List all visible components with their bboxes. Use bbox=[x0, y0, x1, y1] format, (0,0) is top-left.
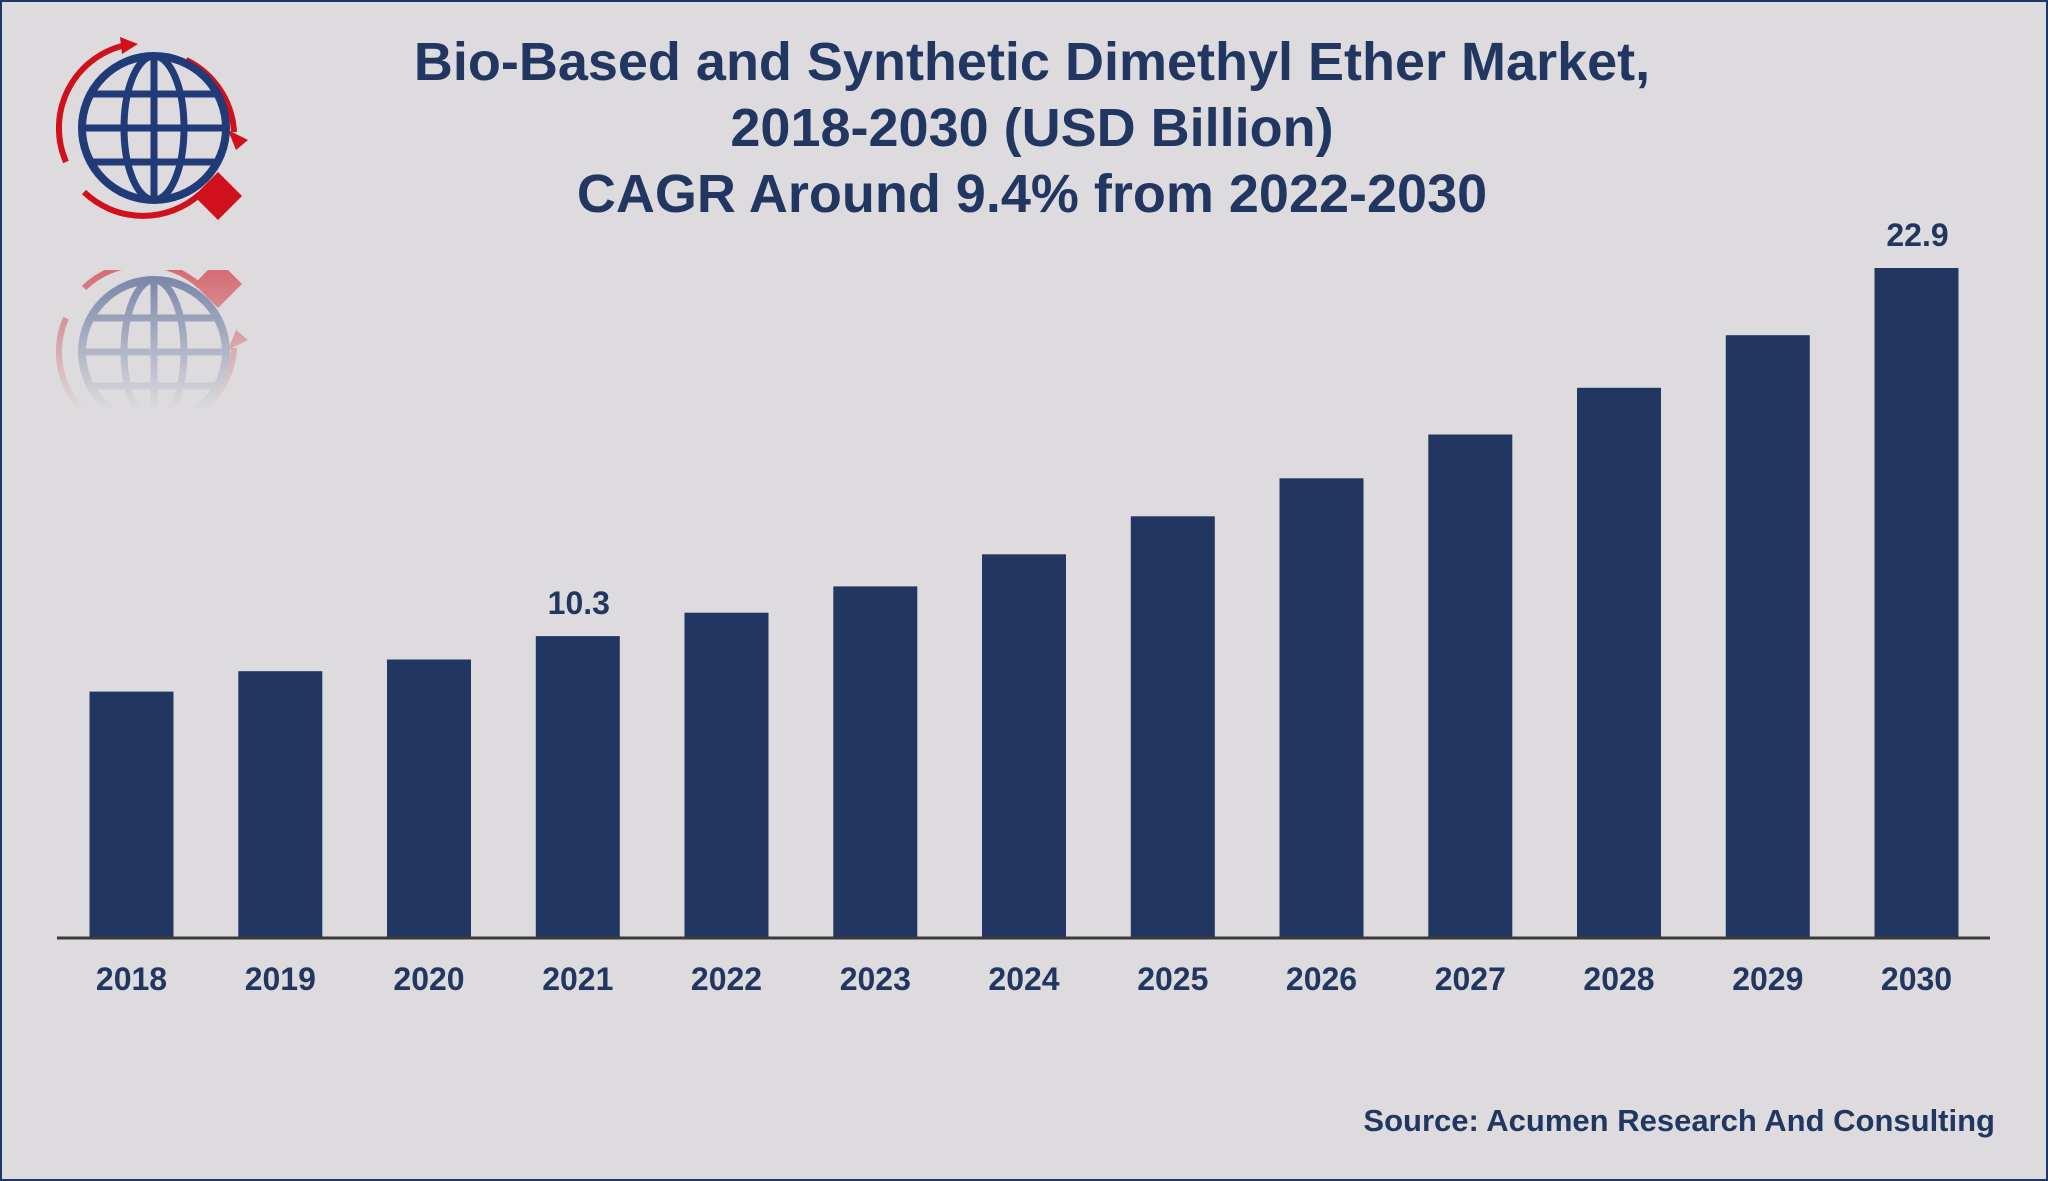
globe-logo-reflection-icon bbox=[59, 260, 248, 443]
chart-cagr: CAGR Around 9.4% from 2022-2030 bbox=[577, 164, 1487, 224]
x-tick-label-2027: 2027 bbox=[1435, 961, 1506, 997]
x-tick-label-2030: 2030 bbox=[1881, 961, 1952, 997]
x-tick-label-2028: 2028 bbox=[1583, 961, 1654, 997]
x-tick-label-2024: 2024 bbox=[988, 961, 1059, 997]
source-text: Source: Acumen Research And Consulting bbox=[1363, 1103, 1995, 1138]
bar-2021 bbox=[535, 636, 620, 937]
data-labels-group: 10.3 22.9 bbox=[548, 217, 1949, 621]
chart-subtitle: 2018-2030 (USD Billion) bbox=[730, 98, 1333, 158]
globe-logo-icon bbox=[59, 37, 248, 220]
bar-2018 bbox=[89, 691, 174, 937]
bar-2029 bbox=[1725, 335, 1810, 937]
chart-title: Bio-Based and Synthetic Dimethyl Ether M… bbox=[414, 32, 1650, 92]
data-label-2021: 10.3 bbox=[548, 585, 610, 621]
x-tick-label-2019: 2019 bbox=[245, 961, 316, 997]
bar-2025 bbox=[1130, 516, 1215, 937]
x-tick-label-2021: 2021 bbox=[542, 961, 613, 997]
x-tick-label-2020: 2020 bbox=[393, 961, 464, 997]
data-label-2030: 22.9 bbox=[1886, 217, 1948, 253]
bar-2024 bbox=[982, 554, 1066, 937]
bar-2023 bbox=[833, 586, 918, 937]
bar-2028 bbox=[1577, 387, 1661, 937]
bar-2026 bbox=[1279, 478, 1364, 937]
x-tick-label-2018: 2018 bbox=[96, 961, 167, 997]
x-tick-label-2022: 2022 bbox=[691, 961, 762, 997]
bar-2019 bbox=[238, 671, 323, 937]
bar-2022 bbox=[684, 612, 769, 937]
x-tick-labels-group: 2018 2019 2020 2021 2022 2023 2024 2025 2026 2027… bbox=[96, 961, 1952, 997]
bar-2027 bbox=[1428, 434, 1513, 937]
x-tick-label-2025: 2025 bbox=[1137, 961, 1208, 997]
bar-2020 bbox=[387, 659, 471, 937]
x-tick-label-2026: 2026 bbox=[1286, 961, 1357, 997]
x-tick-label-2023: 2023 bbox=[840, 961, 911, 997]
bars-group bbox=[89, 268, 1959, 937]
bar-2030 bbox=[1874, 268, 1959, 937]
x-tick-label-2029: 2029 bbox=[1732, 961, 1803, 997]
